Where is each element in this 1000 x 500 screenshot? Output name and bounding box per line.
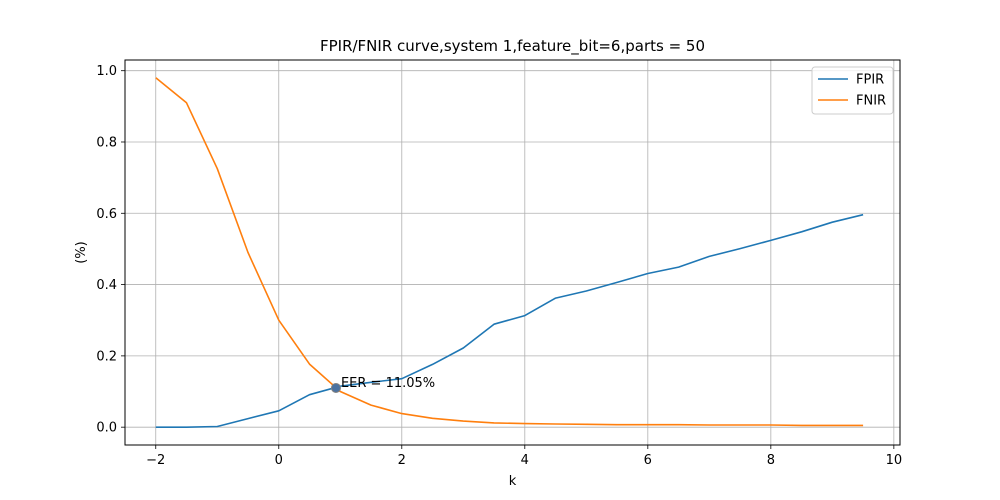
x-tick-label: 10 — [886, 453, 903, 468]
y-tick-label: 0.6 — [96, 207, 117, 222]
eer-marker — [330, 382, 341, 393]
y-tick-label: 0.8 — [96, 135, 117, 150]
y-tick-label: 0.4 — [96, 278, 117, 293]
legend-label-fnir: FNIR — [856, 94, 886, 109]
x-tick-label: 0 — [275, 453, 283, 468]
legend-label-fpir: FPIR — [856, 73, 884, 88]
y-tick-label: 1.0 — [96, 64, 117, 79]
plot-area-frame — [124, 59, 901, 446]
legend: FPIR FNIR — [811, 66, 894, 115]
y-tick-label: 0.0 — [96, 421, 117, 436]
series-line-fpir — [155, 213, 864, 429]
y-tick-label: 0.2 — [96, 349, 117, 364]
axis-ticks: −2 0 2 4 6 8 10 0.0 0.2 0.4 0.6 0.8 1.0 — [96, 64, 902, 468]
series-lines — [155, 77, 864, 429]
eer-annotation: EER = 11.05% — [341, 376, 435, 391]
eer-marker-layer — [330, 382, 341, 393]
x-tick-label: 6 — [644, 453, 652, 468]
y-axis-label: (%) — [74, 241, 89, 264]
x-tick-label: −2 — [146, 453, 165, 468]
x-axis-label: k — [509, 474, 517, 489]
x-tick-label: 8 — [767, 453, 775, 468]
series-line-fnir — [155, 77, 864, 427]
x-tick-label: 4 — [521, 453, 529, 468]
chart-title: FPIR/FNIR curve,system 1,feature_bit=6,p… — [320, 37, 705, 56]
x-tick-label: 2 — [398, 453, 406, 468]
grid — [125, 60, 900, 445]
